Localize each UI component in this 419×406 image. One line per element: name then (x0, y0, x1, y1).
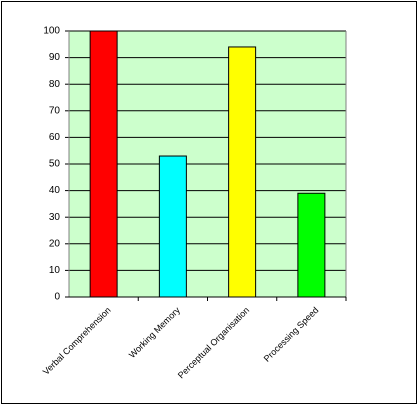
bar (89, 30, 118, 298)
bar (228, 46, 257, 298)
y-tick-label: 90 (49, 52, 61, 63)
y-tick-label: 80 (49, 79, 61, 90)
y-tick-label: 40 (49, 185, 61, 196)
y-tick-label: 50 (49, 159, 61, 170)
y-tick-label: 10 (49, 265, 61, 276)
y-tick-label: 60 (49, 132, 61, 143)
y-tick-label: 100 (43, 26, 60, 37)
y-tick-label: 30 (49, 212, 61, 223)
bar (158, 155, 187, 298)
y-tick-label: 70 (49, 105, 61, 116)
y-tick-label: 20 (49, 238, 61, 249)
y-tick-label: 0 (54, 292, 60, 303)
bar (297, 192, 326, 298)
